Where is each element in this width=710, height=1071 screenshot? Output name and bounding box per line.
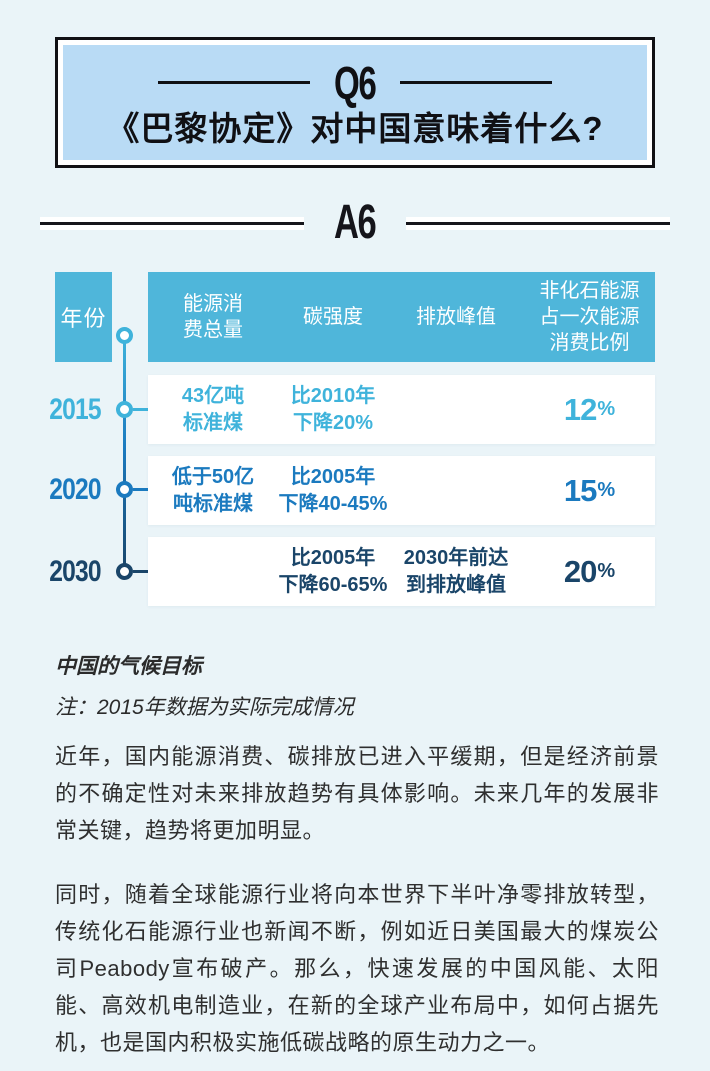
share-value: 12 <box>563 392 597 427</box>
article-body: 近年，国内能源消费、碳排放已进入平缓期，但是经济前景的不确定性对未来排放趋势有具… <box>55 738 659 1061</box>
question-box: Q6 《巴黎协定》对中国意味着什么? <box>55 37 655 168</box>
timeline-connector-2015 <box>133 408 150 411</box>
timeline-node-2015 <box>116 401 133 418</box>
year-column-header: 年份 <box>55 272 112 362</box>
timeline-node-2030 <box>116 563 133 580</box>
cell-nonfossil-share: 15 % <box>524 456 655 525</box>
year-label-2020: 2020 <box>49 473 101 506</box>
timeline-node-start <box>116 327 133 344</box>
year-label-2015: 2015 <box>49 393 101 426</box>
timeline-connector-2020 <box>133 488 150 491</box>
column-header-energy: 能源消 费总量 <box>183 293 243 341</box>
cell-emission-peak <box>388 456 524 525</box>
cell-emission-peak: 2030年前达 到排放峰值 <box>403 546 509 596</box>
cell-nonfossil-share: 20 % <box>524 537 655 606</box>
answer-number: A6 <box>334 196 377 249</box>
timeline-connector-2030 <box>133 570 150 573</box>
cell-energy: 43亿吨 标准煤 <box>181 384 245 434</box>
question-box-fill: Q6 《巴黎协定》对中国意味着什么? <box>63 45 647 160</box>
table-row-2015: 43亿吨 标准煤 比2010年 下降20% 12 % <box>148 375 655 444</box>
left-rule <box>40 216 305 230</box>
table-caption: 中国的气候目标 注：2015年数据为实际完成情况 <box>55 650 655 721</box>
table-header: 能源消 费总量 碳强度 排放峰值 非化石能源 占一次能源 消费比例 <box>148 272 655 362</box>
body-paragraph: 近年，国内能源消费、碳排放已进入平缓期，但是经济前景的不确定性对未来排放趋势有具… <box>55 744 659 843</box>
caption-title: 中国的气候目标 <box>55 655 202 678</box>
question-tag-row: Q6 <box>158 56 552 109</box>
share-value: 15 <box>563 473 597 508</box>
timeline-node-2020 <box>116 481 133 498</box>
timeline-line <box>123 336 126 572</box>
cell-energy <box>148 537 278 606</box>
caption-note: 注：2015年数据为实际完成情况 <box>55 696 354 719</box>
percent-sign: % <box>597 479 616 501</box>
right-rule <box>405 216 671 230</box>
percent-sign: % <box>597 560 616 582</box>
table-row-2020: 低于50亿 吨标准煤 比2005年 下降40-45% 15 % <box>148 456 655 525</box>
answer-divider: A6 <box>40 196 671 249</box>
question-title: 《巴黎协定》对中国意味着什么? <box>106 109 604 147</box>
percent-sign: % <box>597 398 616 420</box>
cell-energy: 低于50亿 吨标准煤 <box>171 465 255 515</box>
column-header-emission-peak: 排放峰值 <box>416 306 496 328</box>
right-rule <box>399 81 552 85</box>
cell-carbon-intensity: 比2005年 下降60-65% <box>278 546 388 596</box>
cell-emission-peak <box>388 375 524 444</box>
question-number: Q6 <box>334 56 377 109</box>
left-rule <box>158 81 311 85</box>
column-header-nonfossil-share: 非化石能源 占一次能源 消费比例 <box>539 280 640 354</box>
table-row-2030: 比2005年 下降60-65% 2030年前达 到排放峰值 20 % <box>148 537 655 606</box>
cell-nonfossil-share: 12 % <box>524 375 655 444</box>
cell-carbon-intensity: 比2005年 下降40-45% <box>278 465 388 515</box>
column-header-carbon-intensity: 碳强度 <box>303 306 363 328</box>
body-paragraph: 同时，随着全球能源行业将向本世界下半叶净零排放转型，传统化石能源行业也新闻不断，… <box>55 882 659 1055</box>
share-value: 20 <box>563 554 597 589</box>
year-label-2030: 2030 <box>49 555 101 588</box>
cell-carbon-intensity: 比2010年 下降20% <box>290 384 376 434</box>
